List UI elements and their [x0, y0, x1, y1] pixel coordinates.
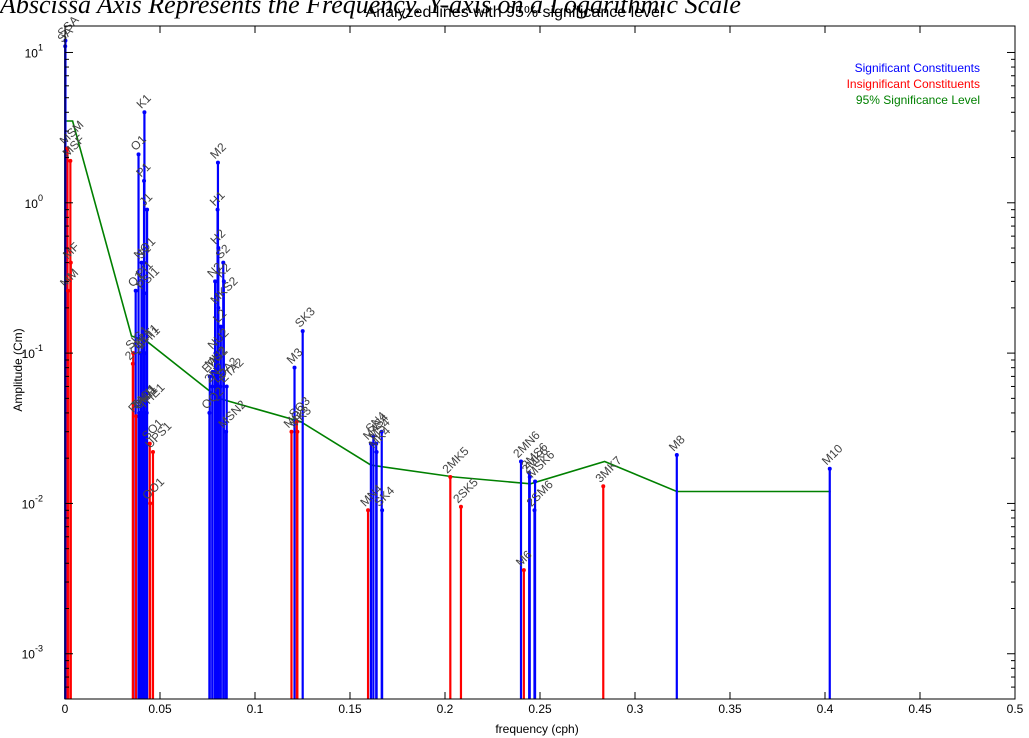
chart-title: Analyzed lines with 95% significance lev…: [365, 4, 664, 21]
axes-layer: 0 0.05 0.1 0.15 0.2 0.25 0.3 0.35 0.4 0.45 0.510-3…: [22, 25, 1024, 716]
stem-marker-eta2: [224, 384, 229, 389]
constituent-label-m8: M8: [666, 432, 688, 454]
constituent-label-o1: O1: [128, 132, 149, 153]
stem-marker-k2: [221, 279, 226, 284]
stem-marker-mn4: [366, 508, 371, 513]
stem-marker-h2: [216, 246, 221, 251]
stem-marker-m2: [215, 160, 220, 165]
stem-marker-oo1: [148, 501, 153, 506]
y-tick-label: 10-3: [22, 644, 43, 662]
y-axis-label: Amplitude (Cm): [11, 328, 25, 411]
stem-marker-j1: [145, 207, 150, 212]
y-tick-exponent: 0: [38, 193, 43, 203]
significance-level-line: [65, 120, 831, 493]
stem-marker-mk4: [374, 449, 379, 454]
stem-marker-2mk5: [448, 474, 453, 479]
x-tick-label: 0.45: [908, 702, 932, 716]
stem-marker-so1: [147, 441, 152, 446]
legend-entry: 95% Significance Level: [856, 93, 980, 107]
stem-marker-s2: [221, 260, 226, 265]
constituent-label-mf: MF: [60, 240, 82, 262]
stem-marker-m10: [827, 466, 832, 471]
stem-marker-2ms6: [527, 470, 532, 475]
stem-marker-msk6: [533, 479, 538, 484]
stem-marker-m3: [292, 365, 297, 370]
stem-marker-sn4: [371, 434, 376, 439]
y-tick-exponent: -3: [35, 644, 43, 654]
significance-level-layer: [65, 120, 831, 493]
stem-marker-2sk5: [458, 504, 463, 509]
stem-marker-o1: [136, 152, 141, 157]
y-tick-label: 100: [25, 193, 43, 211]
stem-marker-2mn6: [519, 459, 523, 464]
constituent-label-m2: M2: [207, 140, 229, 162]
stem-marker-mu2: [210, 369, 215, 374]
constituent-label-p1: P1: [133, 159, 154, 180]
stem-marker-mf: [68, 260, 73, 265]
x-tick-label: 0.15: [338, 702, 362, 716]
x-axis-label: frequency (cph): [495, 722, 578, 736]
x-tick-label: 0: [62, 702, 69, 716]
x-tick-label: 0.05: [148, 702, 172, 716]
stem-marker-msm: [65, 146, 70, 151]
y-tick-label: 101: [25, 42, 43, 60]
stem-marker-rho1: [134, 414, 139, 419]
stem-marker-3mk7: [601, 484, 606, 489]
x-tick-label: 0.25: [528, 702, 552, 716]
y-tick-label: 10-2: [22, 493, 43, 511]
constituent-label-m6: M6: [513, 547, 535, 569]
constituent-label-k1: K1: [134, 91, 155, 112]
stem-marker-q1: [133, 288, 138, 293]
legend-entry: Significant Constituents: [855, 61, 980, 75]
constituent-label-nu2: NU2: [205, 325, 232, 352]
stem-marker-n2: [213, 279, 218, 284]
constituent-label-2mk5: 2MK5: [440, 444, 472, 476]
stem-marker-phi1: [142, 351, 147, 356]
y-tick-exponent: -2: [35, 493, 43, 503]
constituent-stems-layer: [63, 38, 832, 699]
stem-marker-eps2: [207, 374, 212, 379]
stem-marker-2mk6: [527, 474, 532, 479]
stem-marker-sk3: [300, 329, 305, 334]
stem-marker-sk4: [380, 508, 385, 513]
stem-marker-ups1: [150, 449, 155, 454]
stem-marker-so3: [294, 419, 299, 424]
x-tick-label: 0.2: [437, 702, 454, 716]
x-tick-label: 0.1: [247, 702, 264, 716]
x-tick-label: 0.4: [817, 702, 834, 716]
legend: Significant Constituents Insignificant Co…: [847, 61, 980, 107]
stem-marker-mk3: [295, 429, 300, 434]
constituent-label-l2: L2: [210, 306, 230, 326]
stem-marker-l2: [218, 324, 223, 329]
constituent-label-3mk7: 3MK7: [593, 453, 625, 485]
stem-marker-mm: [65, 288, 70, 293]
stem-marker-psi1: [142, 291, 147, 296]
legend-entry: Insignificant Constituents: [847, 77, 980, 91]
stem-marker-s4: [379, 429, 384, 434]
stem-marker-msf: [68, 158, 73, 163]
x-tick-label: 0.35: [718, 702, 742, 716]
stem-marker-m6: [521, 568, 526, 573]
y-tick-exponent: 1: [38, 42, 43, 52]
stem-marker-mo3: [289, 429, 294, 434]
stem-marker-h1: [215, 207, 220, 212]
x-tick-label: 0.3: [627, 702, 644, 716]
constituent-label-sk3: SK3: [292, 304, 318, 330]
constituent-label-m10: M10: [819, 441, 846, 468]
y-tick-exponent: -1: [35, 343, 43, 353]
stem-marker-m8: [674, 452, 679, 457]
figure-caption: Abscissa Axis Represents the Frequency. …: [0, 0, 741, 19]
x-tick-label: 0.5: [1007, 702, 1024, 716]
constituent-label-h1: H1: [207, 188, 228, 209]
constituent-label-mm: MM: [57, 266, 81, 290]
stem-marker-ms4: [374, 441, 379, 446]
stem-marker-m4: [368, 441, 373, 446]
stem-marker-sig1: [131, 351, 136, 356]
stem-marker-k1: [142, 110, 147, 115]
